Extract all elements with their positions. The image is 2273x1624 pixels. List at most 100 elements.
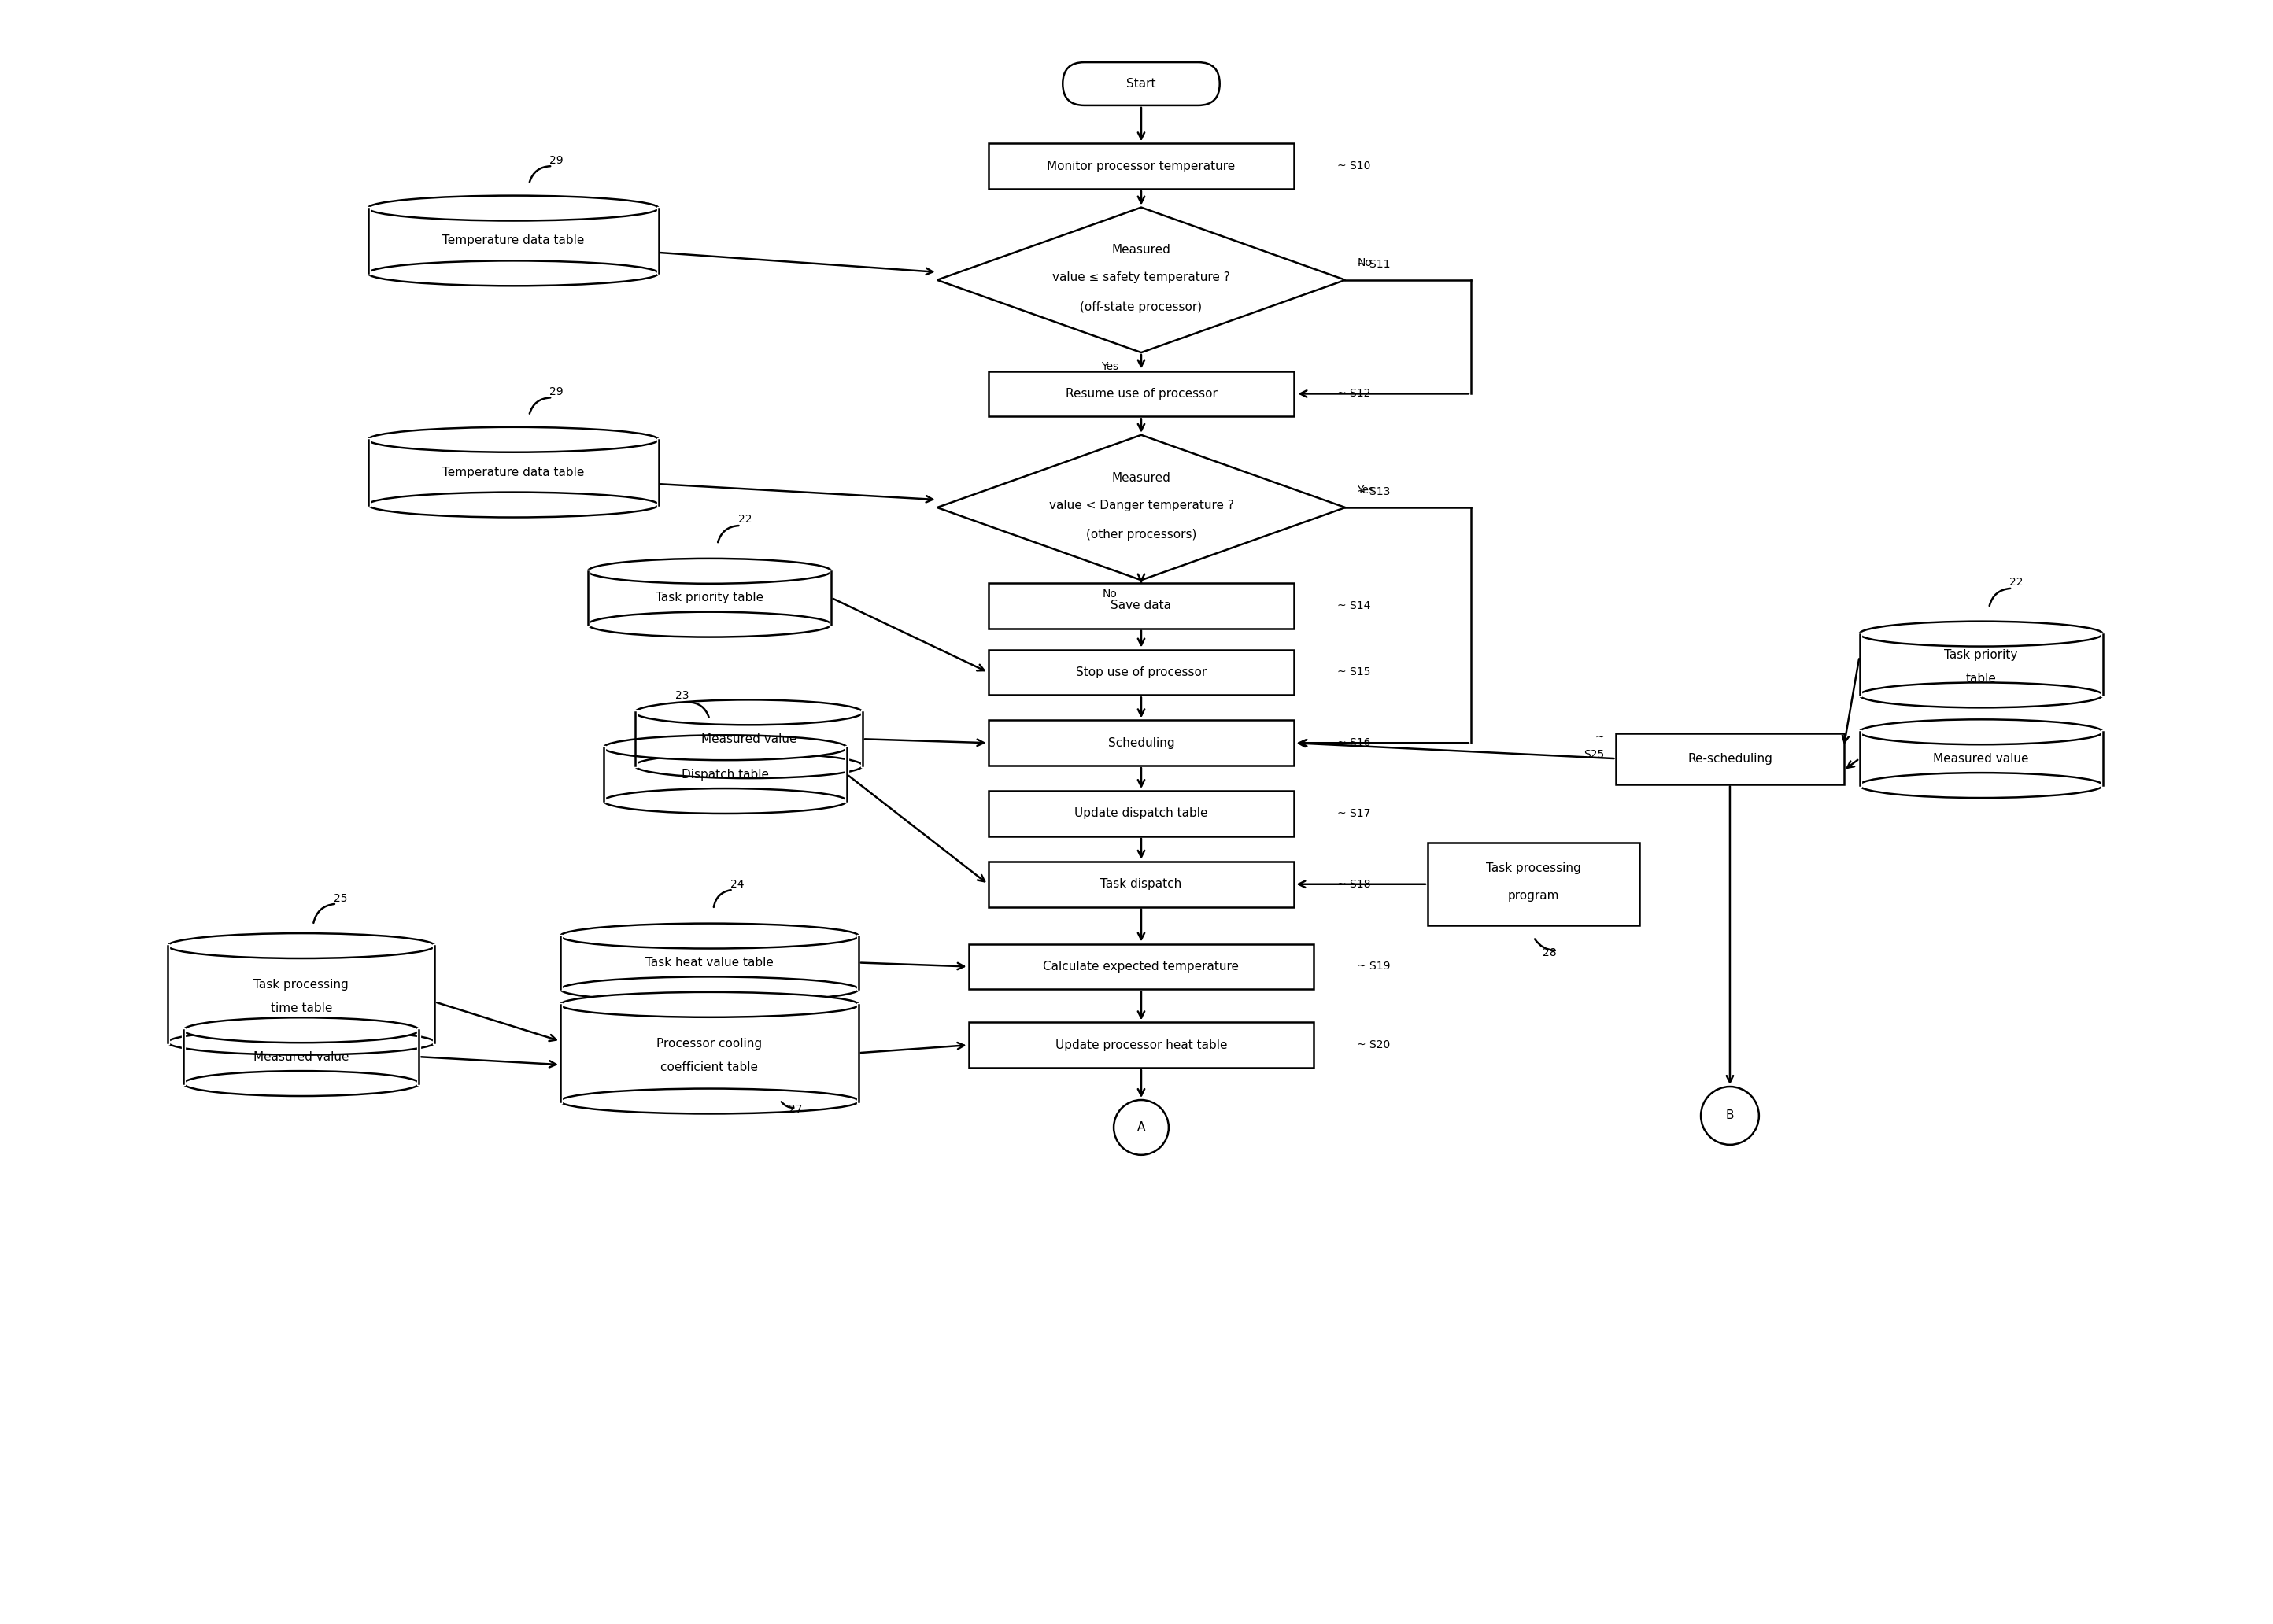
Text: Monitor processor temperature: Monitor processor temperature bbox=[1048, 161, 1234, 172]
Text: 29: 29 bbox=[550, 156, 564, 166]
Text: Resume use of processor: Resume use of processor bbox=[1066, 388, 1216, 400]
Text: Calculate expected temperature: Calculate expected temperature bbox=[1043, 961, 1239, 973]
Polygon shape bbox=[1859, 732, 2103, 786]
Text: Re-scheduling: Re-scheduling bbox=[1687, 754, 1773, 765]
Polygon shape bbox=[561, 1005, 859, 1101]
Text: value ≤ safety temperature ?: value ≤ safety temperature ? bbox=[1052, 271, 1230, 284]
Text: value < Danger temperature ?: value < Danger temperature ? bbox=[1048, 499, 1234, 512]
Text: Measured value: Measured value bbox=[1934, 754, 2030, 765]
Ellipse shape bbox=[368, 195, 659, 221]
Polygon shape bbox=[168, 945, 434, 1043]
Text: 22: 22 bbox=[739, 513, 752, 525]
Polygon shape bbox=[561, 935, 859, 989]
Ellipse shape bbox=[561, 1088, 859, 1114]
Ellipse shape bbox=[561, 976, 859, 1002]
Text: Yes: Yes bbox=[1100, 361, 1118, 372]
FancyBboxPatch shape bbox=[1616, 732, 1843, 784]
Text: Dispatch table: Dispatch table bbox=[682, 768, 768, 780]
Text: Task priority table: Task priority table bbox=[655, 591, 764, 604]
Text: Measured: Measured bbox=[1111, 473, 1171, 484]
Text: ~ S12: ~ S12 bbox=[1337, 388, 1371, 400]
FancyBboxPatch shape bbox=[1427, 843, 1639, 926]
Polygon shape bbox=[605, 747, 848, 801]
Text: 24: 24 bbox=[730, 879, 743, 890]
Text: ~ S11: ~ S11 bbox=[1357, 258, 1391, 270]
Ellipse shape bbox=[634, 754, 861, 778]
Text: 23: 23 bbox=[675, 690, 689, 702]
FancyBboxPatch shape bbox=[989, 791, 1293, 836]
Polygon shape bbox=[589, 572, 832, 625]
Text: Temperature data table: Temperature data table bbox=[443, 235, 584, 247]
Text: 29: 29 bbox=[550, 387, 564, 398]
Text: ~ S20: ~ S20 bbox=[1357, 1039, 1391, 1051]
Circle shape bbox=[1114, 1099, 1168, 1155]
Polygon shape bbox=[634, 713, 861, 765]
Text: Task heat value table: Task heat value table bbox=[646, 957, 773, 968]
Text: Task priority: Task priority bbox=[1943, 650, 2018, 661]
Text: Task processing: Task processing bbox=[1487, 862, 1582, 874]
Text: table: table bbox=[1966, 672, 1996, 684]
Text: Measured: Measured bbox=[1111, 244, 1171, 257]
Text: Yes: Yes bbox=[1357, 484, 1375, 495]
FancyBboxPatch shape bbox=[989, 583, 1293, 628]
Text: ~ S18: ~ S18 bbox=[1337, 879, 1371, 890]
Ellipse shape bbox=[589, 559, 832, 583]
Text: program: program bbox=[1507, 890, 1559, 901]
Text: (other processors): (other processors) bbox=[1086, 529, 1196, 541]
Text: Stop use of processor: Stop use of processor bbox=[1075, 666, 1207, 679]
Polygon shape bbox=[1859, 633, 2103, 695]
FancyBboxPatch shape bbox=[989, 143, 1293, 188]
Text: No: No bbox=[1357, 257, 1373, 268]
FancyBboxPatch shape bbox=[968, 1021, 1314, 1069]
Text: B: B bbox=[1725, 1109, 1734, 1122]
Text: 28: 28 bbox=[1543, 947, 1557, 958]
Ellipse shape bbox=[634, 700, 861, 724]
Text: (off-state processor): (off-state processor) bbox=[1080, 302, 1202, 313]
Text: Measured value: Measured value bbox=[700, 732, 796, 745]
Ellipse shape bbox=[1859, 622, 2103, 646]
Text: ~ S16: ~ S16 bbox=[1337, 737, 1371, 749]
Text: S25: S25 bbox=[1584, 749, 1605, 760]
Text: 22: 22 bbox=[2009, 577, 2023, 588]
Text: Temperature data table: Temperature data table bbox=[443, 466, 584, 477]
Text: Task dispatch: Task dispatch bbox=[1100, 879, 1182, 890]
FancyBboxPatch shape bbox=[1064, 62, 1221, 106]
Text: ~ S10: ~ S10 bbox=[1337, 161, 1371, 172]
Ellipse shape bbox=[561, 992, 859, 1017]
Ellipse shape bbox=[605, 789, 848, 814]
FancyBboxPatch shape bbox=[989, 719, 1293, 765]
Circle shape bbox=[1700, 1086, 1759, 1145]
Ellipse shape bbox=[1859, 773, 2103, 797]
Text: coefficient table: coefficient table bbox=[661, 1060, 759, 1073]
Ellipse shape bbox=[1859, 682, 2103, 708]
Text: Processor cooling: Processor cooling bbox=[657, 1038, 761, 1049]
Ellipse shape bbox=[184, 1070, 418, 1096]
Text: A: A bbox=[1136, 1122, 1146, 1134]
Text: 27: 27 bbox=[789, 1104, 802, 1116]
Ellipse shape bbox=[368, 261, 659, 286]
FancyBboxPatch shape bbox=[968, 944, 1314, 989]
Text: ~ S13: ~ S13 bbox=[1357, 486, 1391, 497]
Text: Update processor heat table: Update processor heat table bbox=[1055, 1039, 1227, 1051]
Text: Measured value: Measured value bbox=[255, 1051, 350, 1062]
Text: Scheduling: Scheduling bbox=[1107, 737, 1175, 749]
Ellipse shape bbox=[168, 934, 434, 958]
Ellipse shape bbox=[561, 924, 859, 948]
Text: Task processing: Task processing bbox=[255, 979, 348, 991]
Polygon shape bbox=[368, 208, 659, 273]
Text: ~ S19: ~ S19 bbox=[1357, 961, 1391, 973]
FancyBboxPatch shape bbox=[989, 861, 1293, 906]
Ellipse shape bbox=[1859, 719, 2103, 744]
Text: No: No bbox=[1102, 590, 1118, 599]
Polygon shape bbox=[184, 1030, 418, 1083]
Ellipse shape bbox=[368, 427, 659, 451]
Text: ~ S14: ~ S14 bbox=[1337, 601, 1371, 611]
Text: ~ S17: ~ S17 bbox=[1337, 809, 1371, 818]
Ellipse shape bbox=[605, 736, 848, 760]
Polygon shape bbox=[368, 440, 659, 505]
Text: 25: 25 bbox=[334, 893, 348, 905]
Polygon shape bbox=[936, 435, 1346, 580]
Ellipse shape bbox=[589, 612, 832, 637]
Ellipse shape bbox=[368, 492, 659, 518]
Ellipse shape bbox=[184, 1018, 418, 1043]
